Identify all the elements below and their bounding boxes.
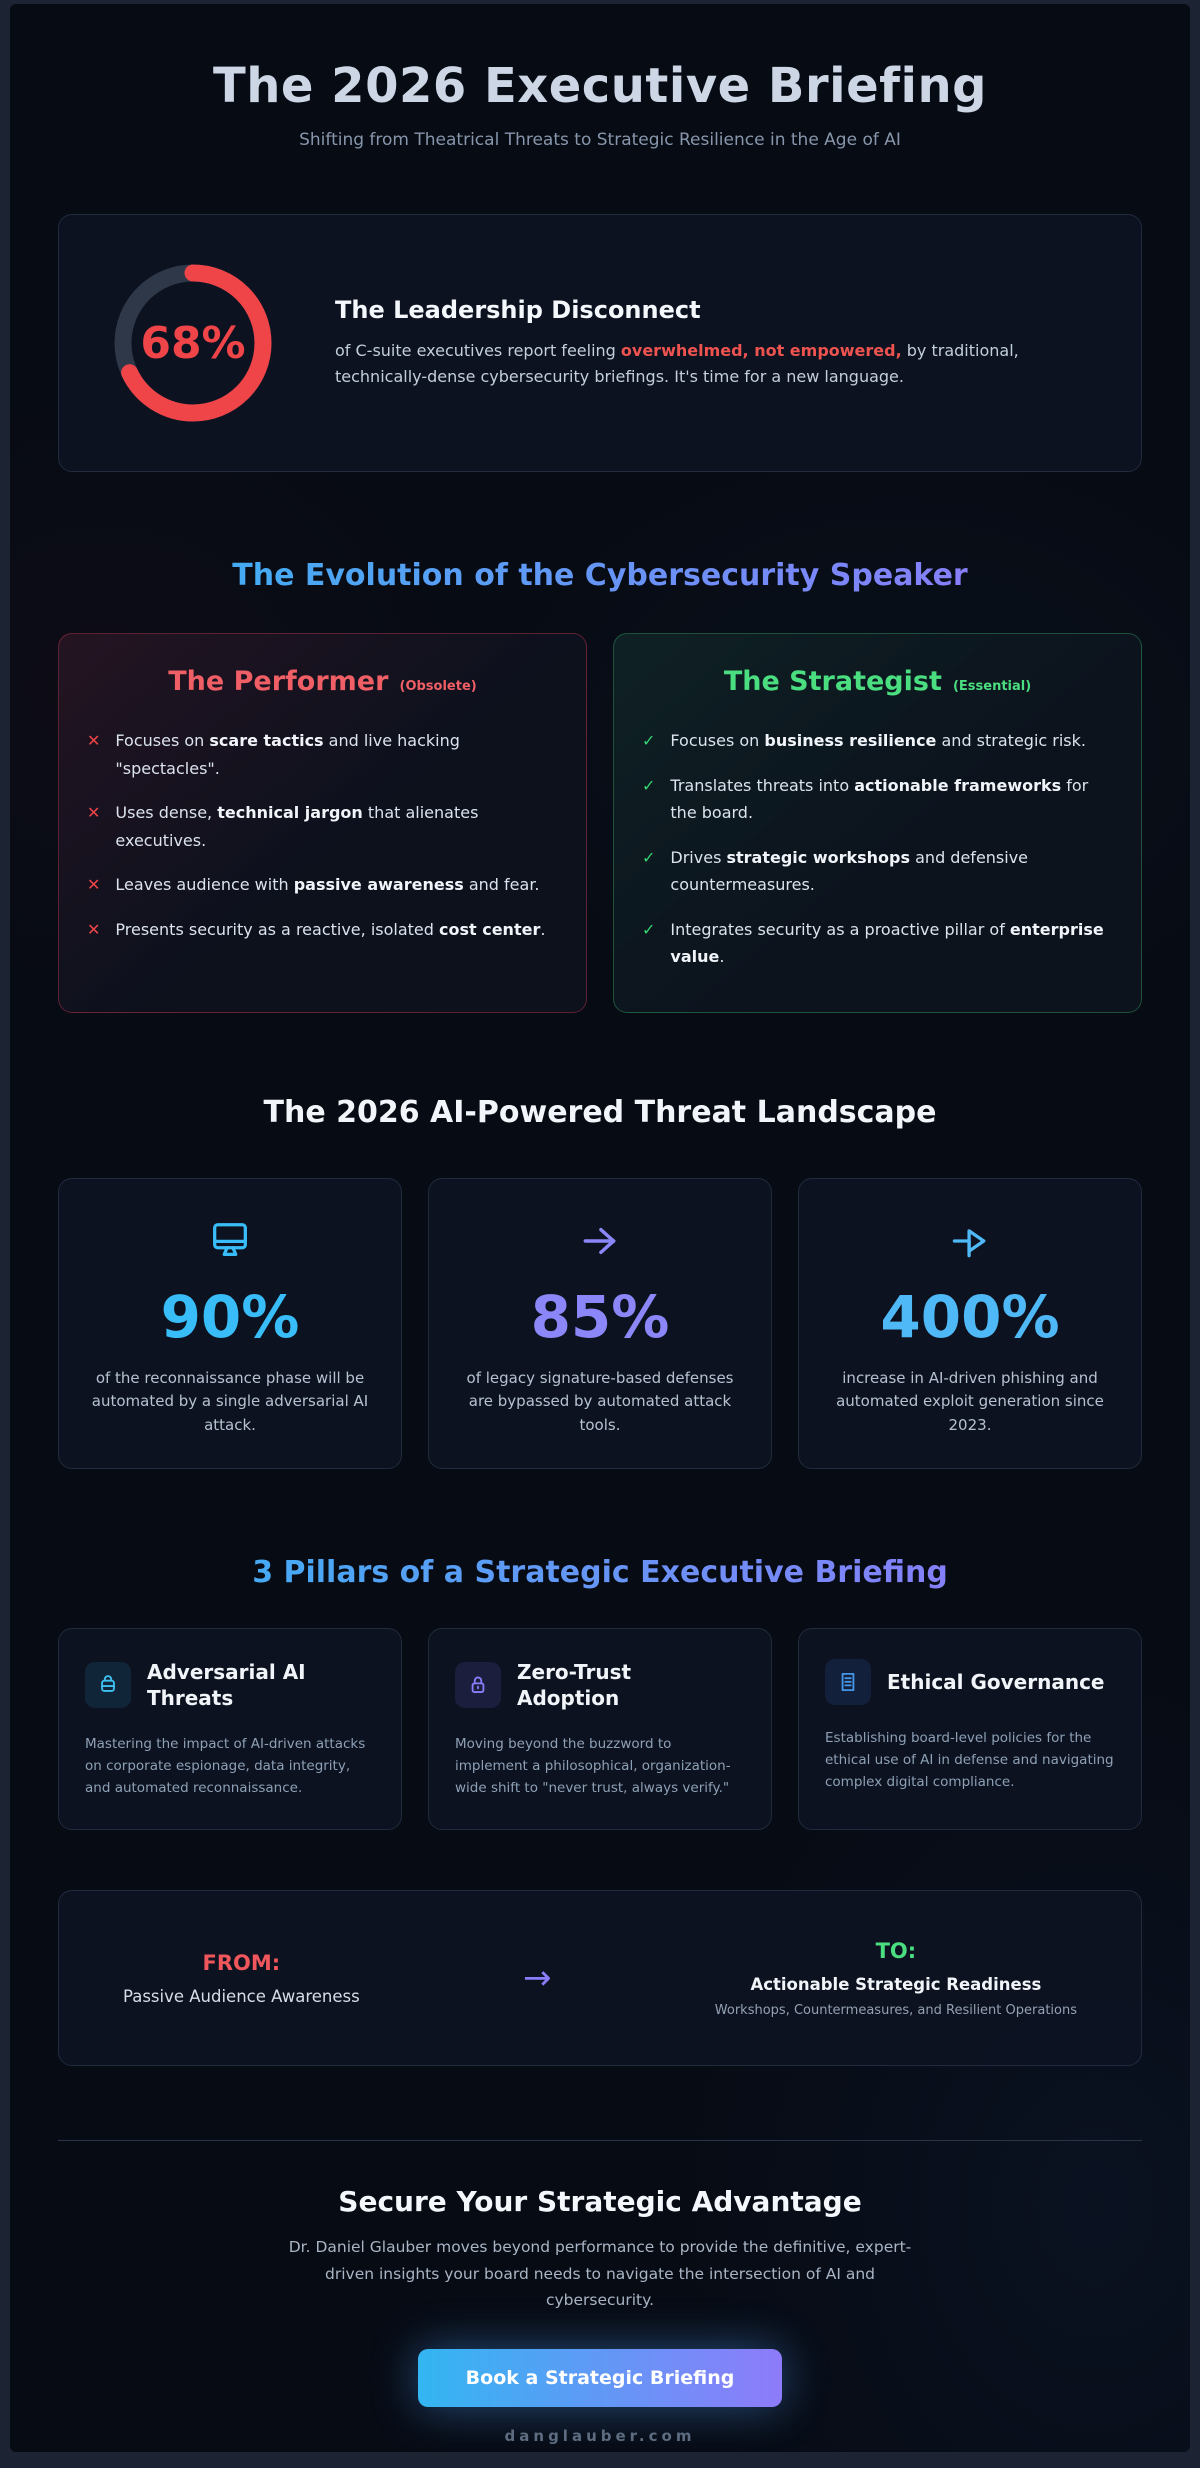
cross-icon: ✕ xyxy=(87,731,101,750)
performer-tag: (Obsolete) xyxy=(399,679,477,694)
list-item-text: Presents security as a reactive, isolate… xyxy=(115,919,546,939)
cta-row: Book a Strategic Briefing xyxy=(58,2348,1142,2407)
ai-lock-icon xyxy=(85,1661,131,1708)
list-item-text: Focuses on scare tactics and live hackin… xyxy=(115,731,460,778)
from-to-card: FROM: Passive Audience Awareness → TO: A… xyxy=(58,1890,1142,2067)
list-item-text: Integrates security as a proactive pilla… xyxy=(670,919,1104,967)
page-header: The 2026 Executive Briefing Shifting fro… xyxy=(58,4,1142,150)
performer-card: The Performer (Obsolete) ✕ Focuses on sca… xyxy=(58,633,587,1013)
strategist-tag: (Essential) xyxy=(952,679,1032,694)
disconnect-heading: The Leadership Disconnect xyxy=(335,296,701,325)
cta-heading: Secure Your Strategic Advantage xyxy=(338,2185,862,2219)
list-item: ✓ Drives strategic workshops and defensiv… xyxy=(642,844,1113,899)
arrow-right-icon xyxy=(453,1215,747,1267)
donut-arc xyxy=(114,264,272,422)
stat-card-phishing: 400% increase in AI-driven phishing and … xyxy=(798,1177,1142,1469)
cross-icon: ✕ xyxy=(87,919,101,939)
from-value: Passive Audience Awareness xyxy=(123,1986,360,2006)
leadership-disconnect-card: 68% The Leadership Disconnect of C-suite… xyxy=(58,214,1142,472)
pillar-title: Zero-Trust Adoption xyxy=(517,1659,632,1710)
donut-chart: 68% xyxy=(105,255,281,431)
performer-title-row: The Performer (Obsolete) xyxy=(87,666,558,697)
list-item: ✕ Leaves audience with passive awareness … xyxy=(87,871,558,899)
performer-title: The Performer xyxy=(168,666,389,697)
footer-divider xyxy=(58,2140,1142,2142)
pillar-head: Ethical Governance xyxy=(825,1658,1115,1705)
evolution-columns: The Performer (Obsolete) ✕ Focuses on sca… xyxy=(58,633,1142,1013)
strategist-card: The Strategist (Essential) ✓ Focuses on b… xyxy=(613,633,1142,1013)
stat-cards: 90% of the reconnaissance phase will be … xyxy=(58,1177,1142,1469)
pillar-desc: Mastering the impact of AI-driven attack… xyxy=(85,1735,366,1797)
cta-body: Dr. Daniel Glauber moves beyond performa… xyxy=(288,2238,912,2309)
list-item: ✓ Translates threats into actionable fram… xyxy=(642,772,1113,827)
cross-icon: ✕ xyxy=(87,803,101,823)
from-label: FROM: xyxy=(202,1950,281,1975)
threat-landscape-heading: The 2026 AI-Powered Threat Landscape xyxy=(263,1094,937,1130)
disconnect-text-block: The Leadership Disconnect of C-suite exe… xyxy=(335,296,1095,389)
list-item: ✕ Presents security as a reactive, isolat… xyxy=(87,916,558,944)
strategist-list: ✓ Focuses on business resilience and stra… xyxy=(642,727,1113,971)
website-text: danglauber.com xyxy=(504,2426,696,2445)
to-label: TO: xyxy=(875,1938,917,1963)
strategist-title: The Strategist xyxy=(723,666,942,697)
pillar-desc: Moving beyond the buzzword to implement … xyxy=(455,1735,731,1797)
pillar-cards: Adversarial AI Threats Mastering the imp… xyxy=(58,1627,1142,1831)
stat-card-recon: 90% of the reconnaissance phase will be … xyxy=(58,1177,402,1469)
list-item: ✕ Uses dense, technical jargon that alien… xyxy=(87,799,558,854)
check-icon: ✓ xyxy=(642,731,656,750)
book-briefing-button[interactable]: Book a Strategic Briefing xyxy=(417,2348,783,2407)
stat-desc: increase in AI-driven phishing and autom… xyxy=(836,1368,1104,1434)
performer-list: ✕ Focuses on scare tactics and live hacki… xyxy=(87,727,558,943)
check-icon: ✓ xyxy=(642,919,656,939)
arrow-outline-icon xyxy=(823,1215,1117,1267)
check-icon: ✓ xyxy=(642,847,656,867)
from-block: FROM: Passive Audience Awareness xyxy=(123,1951,360,2006)
stat-value: 400% xyxy=(880,1282,1060,1351)
pillar-head: Adversarial AI Threats xyxy=(85,1659,375,1711)
stat-value: 85% xyxy=(530,1282,670,1351)
page-subtitle: Shifting from Theatrical Threats to Stra… xyxy=(299,130,901,150)
pillar-card-zero-trust: Zero-Trust Adoption Moving beyond the bu… xyxy=(428,1627,772,1831)
donut-svg xyxy=(114,264,272,422)
page-title: The 2026 Executive Briefing xyxy=(213,58,987,114)
list-item-text: Leaves audience with passive awareness a… xyxy=(115,875,540,895)
list-item: ✓ Focuses on business resilience and stra… xyxy=(642,727,1113,755)
stat-desc: of legacy signature-based defenses are b… xyxy=(466,1368,734,1434)
pillar-card-adversarial-ai: Adversarial AI Threats Mastering the imp… xyxy=(58,1627,402,1831)
pillars-heading: 3 Pillars of a Strategic Executive Brief… xyxy=(58,1555,1142,1590)
disconnect-body: of C-suite executives report feeling ove… xyxy=(335,341,1019,386)
list-item-text: Uses dense, technical jargon that aliena… xyxy=(115,803,479,850)
to-block: TO: Actionable Strategic Readiness Works… xyxy=(715,1939,1077,2018)
list-item-text: Translates threats into actionable frame… xyxy=(670,775,1089,823)
transition-arrow-icon: → xyxy=(523,1958,552,1999)
list-item-text: Drives strategic workshops and defensive… xyxy=(670,847,1029,895)
cross-icon: ✕ xyxy=(87,875,101,895)
page-frame: The 2026 Executive Briefing Shifting fro… xyxy=(10,4,1190,2452)
pillar-title: Ethical Governance xyxy=(887,1669,1105,1694)
padlock-icon xyxy=(455,1661,501,1708)
list-item-text: Focuses on business resilience and strat… xyxy=(670,731,1086,750)
stat-card-bypass: 85% of legacy signature-based defenses a… xyxy=(428,1177,772,1469)
check-icon: ✓ xyxy=(642,775,656,795)
list-item: ✕ Focuses on scare tactics and live hacki… xyxy=(87,727,558,782)
stat-desc: of the reconnaissance phase will be auto… xyxy=(91,1368,369,1434)
to-value: Actionable Strategic Readiness xyxy=(750,1974,1042,1994)
pillar-desc: Establishing board-level policies for th… xyxy=(825,1729,1114,1791)
list-item: ✓ Integrates security as a proactive pill… xyxy=(642,916,1113,971)
strategist-title-row: The Strategist (Essential) xyxy=(642,666,1113,697)
pillar-head: Zero-Trust Adoption xyxy=(455,1659,745,1711)
stat-value: 90% xyxy=(160,1282,300,1351)
pillar-title: Adversarial AI Threats xyxy=(147,1659,306,1710)
pillar-card-ethical-governance: Ethical Governance Establishing board-le… xyxy=(798,1627,1142,1831)
monitor-icon xyxy=(83,1215,377,1267)
to-subtext: Workshops, Countermeasures, and Resilien… xyxy=(714,2002,1077,2018)
evolution-heading: The Evolution of the Cybersecurity Speak… xyxy=(58,558,1142,593)
document-icon xyxy=(825,1658,871,1705)
donut-percent-label: 68% xyxy=(140,317,246,369)
